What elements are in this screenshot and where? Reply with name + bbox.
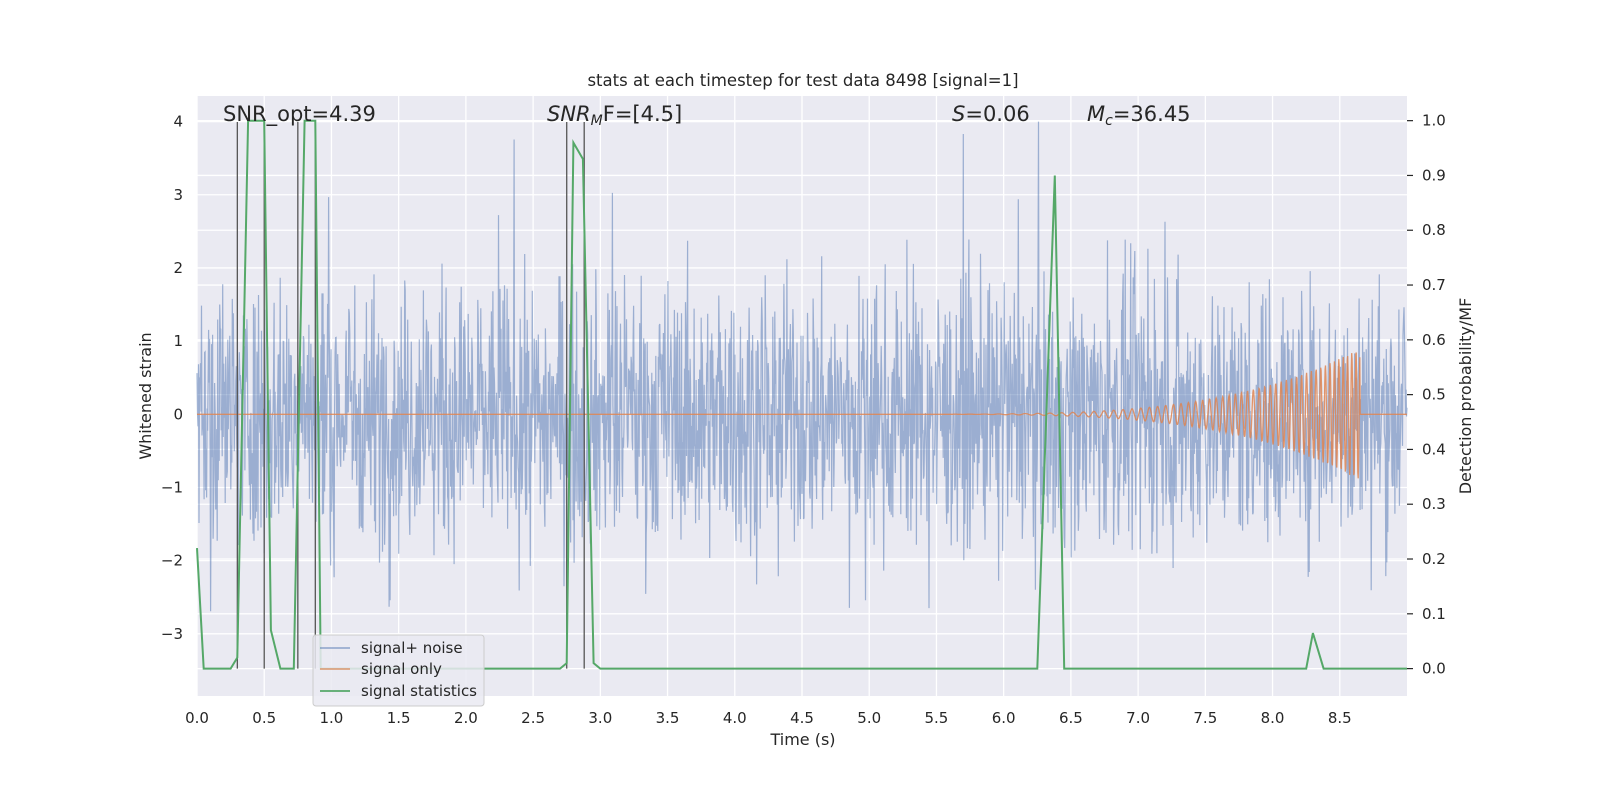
- legend: signal+ noise signal only signal statist…: [312, 634, 485, 707]
- y-left-axis-label: Whitened strain: [136, 332, 155, 459]
- snr-mf-base: SNR: [547, 102, 591, 126]
- annotation-s: S=0.06: [952, 102, 1030, 126]
- y-left-tick-label: −1: [161, 478, 183, 496]
- y-right-axis-ticks: 0.0 0.1 0.2 0.3 0.4 0.5 0.6 0.7 0.8 0.9 1.0: [1407, 112, 1446, 678]
- noise-series: [196, 121, 1408, 612]
- x-tick-label: 8.5: [1328, 709, 1352, 727]
- x-tick-label: 7.0: [1126, 709, 1150, 727]
- y-left-tick-label: 0: [173, 405, 183, 423]
- snr-mf-rest: F=[4.5]: [603, 102, 682, 126]
- legend-label-stats: signal statistics: [361, 682, 477, 700]
- x-tick-label: 4.5: [790, 709, 814, 727]
- stats-series: [196, 119, 1407, 670]
- snr-mf-sub: M: [591, 113, 603, 129]
- s-val: =0.06: [965, 102, 1029, 126]
- annotation-mc: Mc=36.45: [1087, 102, 1191, 129]
- series-signal-only: [197, 352, 1407, 479]
- y-right-tick-label: 0.8: [1422, 221, 1446, 239]
- y-right-tick-label: 0.1: [1422, 605, 1446, 623]
- mc-val: =36.45: [1113, 102, 1191, 126]
- y-right-tick-label: 0.6: [1422, 331, 1446, 349]
- annotation-snr-opt: SNR_opt=4.39: [223, 102, 376, 127]
- y-right-tick-label: 0.2: [1422, 550, 1446, 568]
- x-tick-label: 3.0: [588, 709, 612, 727]
- y-right-tick-label: 0.0: [1422, 660, 1446, 678]
- y-right-tick-label: 0.9: [1422, 166, 1446, 184]
- y-left-axis-ticks: −3 −2 −1 0 1 2 3 4: [161, 113, 183, 643]
- x-axis-ticks: 0.0 0.5 1.0 1.5 2.0 2.5 3.0 3.5 4.0 4.5 5.0 5.5 6.0 6…: [185, 709, 1352, 727]
- y-left-tick-label: 4: [173, 113, 183, 131]
- legend-label-noise: signal+ noise: [361, 639, 463, 657]
- x-tick-label: 5.5: [925, 709, 949, 727]
- x-tick-label: 4.0: [723, 709, 747, 727]
- y-left-tick-label: 3: [173, 186, 183, 204]
- series-signal-statistics: [196, 119, 1407, 670]
- y-left-tick-label: −2: [161, 552, 183, 570]
- x-tick-label: 0.5: [252, 709, 276, 727]
- x-tick-label: 5.0: [857, 709, 881, 727]
- x-tick-label: 0.0: [185, 709, 209, 727]
- x-tick-label: 1.0: [320, 709, 344, 727]
- x-tick-label: 2.5: [521, 709, 545, 727]
- series-signal-plus-noise: [196, 121, 1408, 612]
- signal-series: [197, 352, 1407, 479]
- mc-sub: c: [1105, 113, 1113, 129]
- y-right-tick-label: 0.7: [1422, 276, 1446, 294]
- y-right-tick-label: 0.3: [1422, 495, 1446, 513]
- y-right-axis-label: Detection probability/MF: [1456, 298, 1475, 495]
- legend-label-signal: signal only: [361, 660, 442, 678]
- chart-title: stats at each timestep for test data 849…: [587, 71, 1018, 90]
- x-tick-label: 2.0: [454, 709, 478, 727]
- x-tick-label: 8.0: [1261, 709, 1285, 727]
- y-left-tick-label: 1: [173, 332, 183, 350]
- mc-var: M: [1087, 102, 1105, 126]
- x-axis-label: Time (s): [769, 730, 835, 749]
- s-var: S: [952, 102, 965, 126]
- x-tick-label: 3.5: [656, 709, 680, 727]
- x-tick-label: 1.5: [387, 709, 411, 727]
- y-left-tick-label: −3: [161, 625, 183, 643]
- y-left-tick-label: 2: [173, 259, 183, 277]
- legend-box: [312, 634, 485, 707]
- annotation-snr-mf: SNRMF=[4.5]: [547, 102, 682, 129]
- x-tick-label: 6.0: [992, 709, 1016, 727]
- x-tick-label: 7.5: [1193, 709, 1217, 727]
- y-right-tick-label: 0.5: [1422, 386, 1446, 404]
- y-right-tick-label: 1.0: [1422, 112, 1446, 130]
- y-right-tick-label: 0.4: [1422, 440, 1446, 458]
- x-tick-label: 6.5: [1059, 709, 1083, 727]
